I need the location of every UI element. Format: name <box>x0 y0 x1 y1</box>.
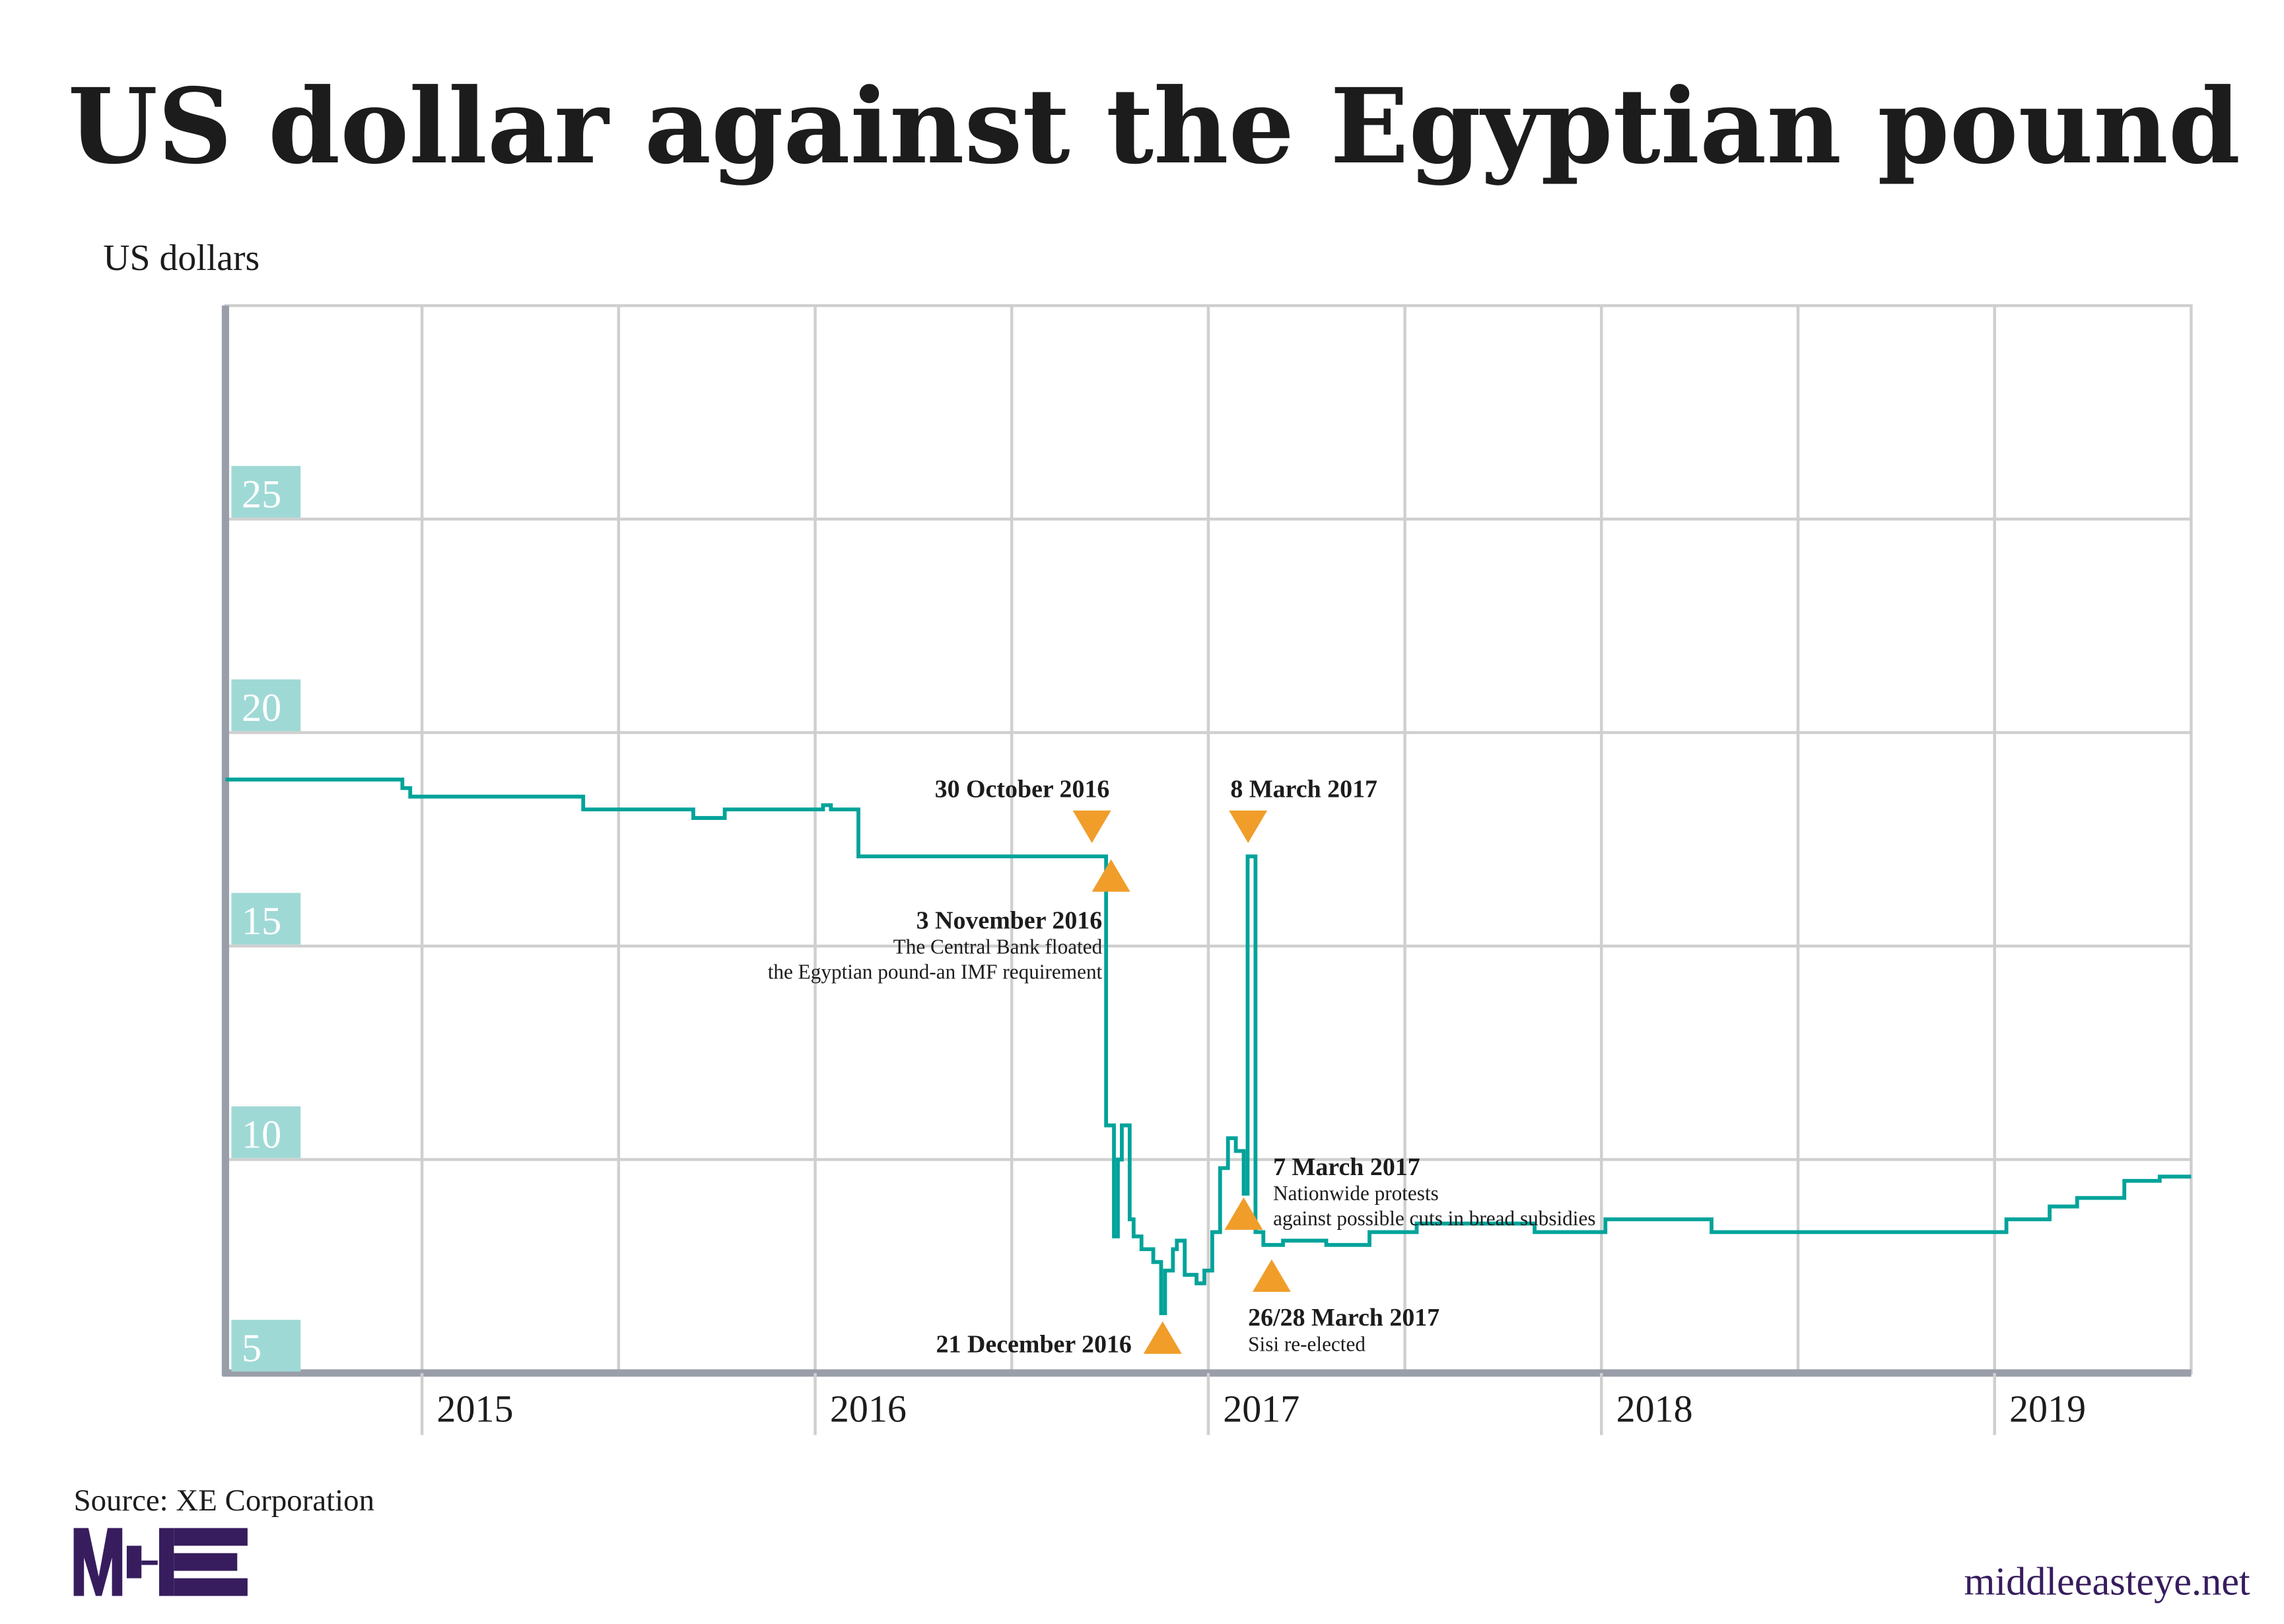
y-tick-label: 20 <box>242 686 281 730</box>
annotation-text: Nationwide protests <box>1273 1182 1439 1205</box>
annotation-title: 30 October 2016 <box>935 776 1110 803</box>
y-tick-box <box>231 893 301 945</box>
y-tick-label: 25 <box>242 472 281 516</box>
chart-title: US dollar against the Egyptian pound <box>68 65 2240 187</box>
y-tick-label: 15 <box>242 899 281 943</box>
annotation-title: 3 November 2016 <box>917 907 1103 935</box>
x-tick-label: 2015 <box>436 1388 513 1431</box>
up-triangle-marker-icon <box>1143 1321 1182 1354</box>
y-tick-label: 10 <box>242 1112 281 1157</box>
down-triangle-marker-icon <box>1072 810 1111 843</box>
up-triangle-marker-icon <box>1252 1259 1291 1292</box>
source-note: Source: XE Corporation <box>74 1483 374 1518</box>
x-tick-label: 2017 <box>1223 1388 1299 1431</box>
x-tick-label: 2019 <box>2009 1388 2086 1431</box>
up-triangle-marker-icon <box>1091 859 1130 892</box>
y-tick-box <box>231 679 301 731</box>
series-line <box>225 777 2192 1316</box>
up-triangle-marker-icon <box>1224 1197 1263 1230</box>
y-tick-label: 5 <box>242 1326 261 1370</box>
site-url[interactable]: middleeasteye.net <box>1964 1559 2250 1604</box>
y-tick-box <box>231 1320 301 1372</box>
annotation-title: 7 March 2017 <box>1273 1153 1420 1181</box>
x-ticks: 2015 2016 2017 2018 2019 <box>420 1372 2086 1435</box>
y-ticks: 5 10 15 20 25 <box>231 465 301 1372</box>
mee-logo <box>73 1528 248 1596</box>
annotation-title: 21 December 2016 <box>936 1330 1132 1358</box>
annotation-text: against possible cuts in bread subsidies <box>1273 1207 1595 1230</box>
y-tick-box <box>231 1106 301 1159</box>
annotation-text: The Central Bank floated <box>893 935 1103 959</box>
annotation-text: the Egyptian pound-an IMF requirement <box>768 961 1103 984</box>
x-tick-label: 2018 <box>1616 1388 1693 1431</box>
down-triangle-marker-icon <box>1229 810 1268 843</box>
y-axis-label: US dollars <box>103 238 260 279</box>
y-tick-box <box>231 465 301 518</box>
annotation-text: Sisi re-elected <box>1248 1332 1366 1355</box>
annotation-title: 8 March 2017 <box>1230 776 1377 803</box>
annotation-title: 26/28 March 2017 <box>1248 1304 1439 1332</box>
x-tick-label: 2016 <box>830 1388 907 1431</box>
grid <box>221 304 2193 1377</box>
